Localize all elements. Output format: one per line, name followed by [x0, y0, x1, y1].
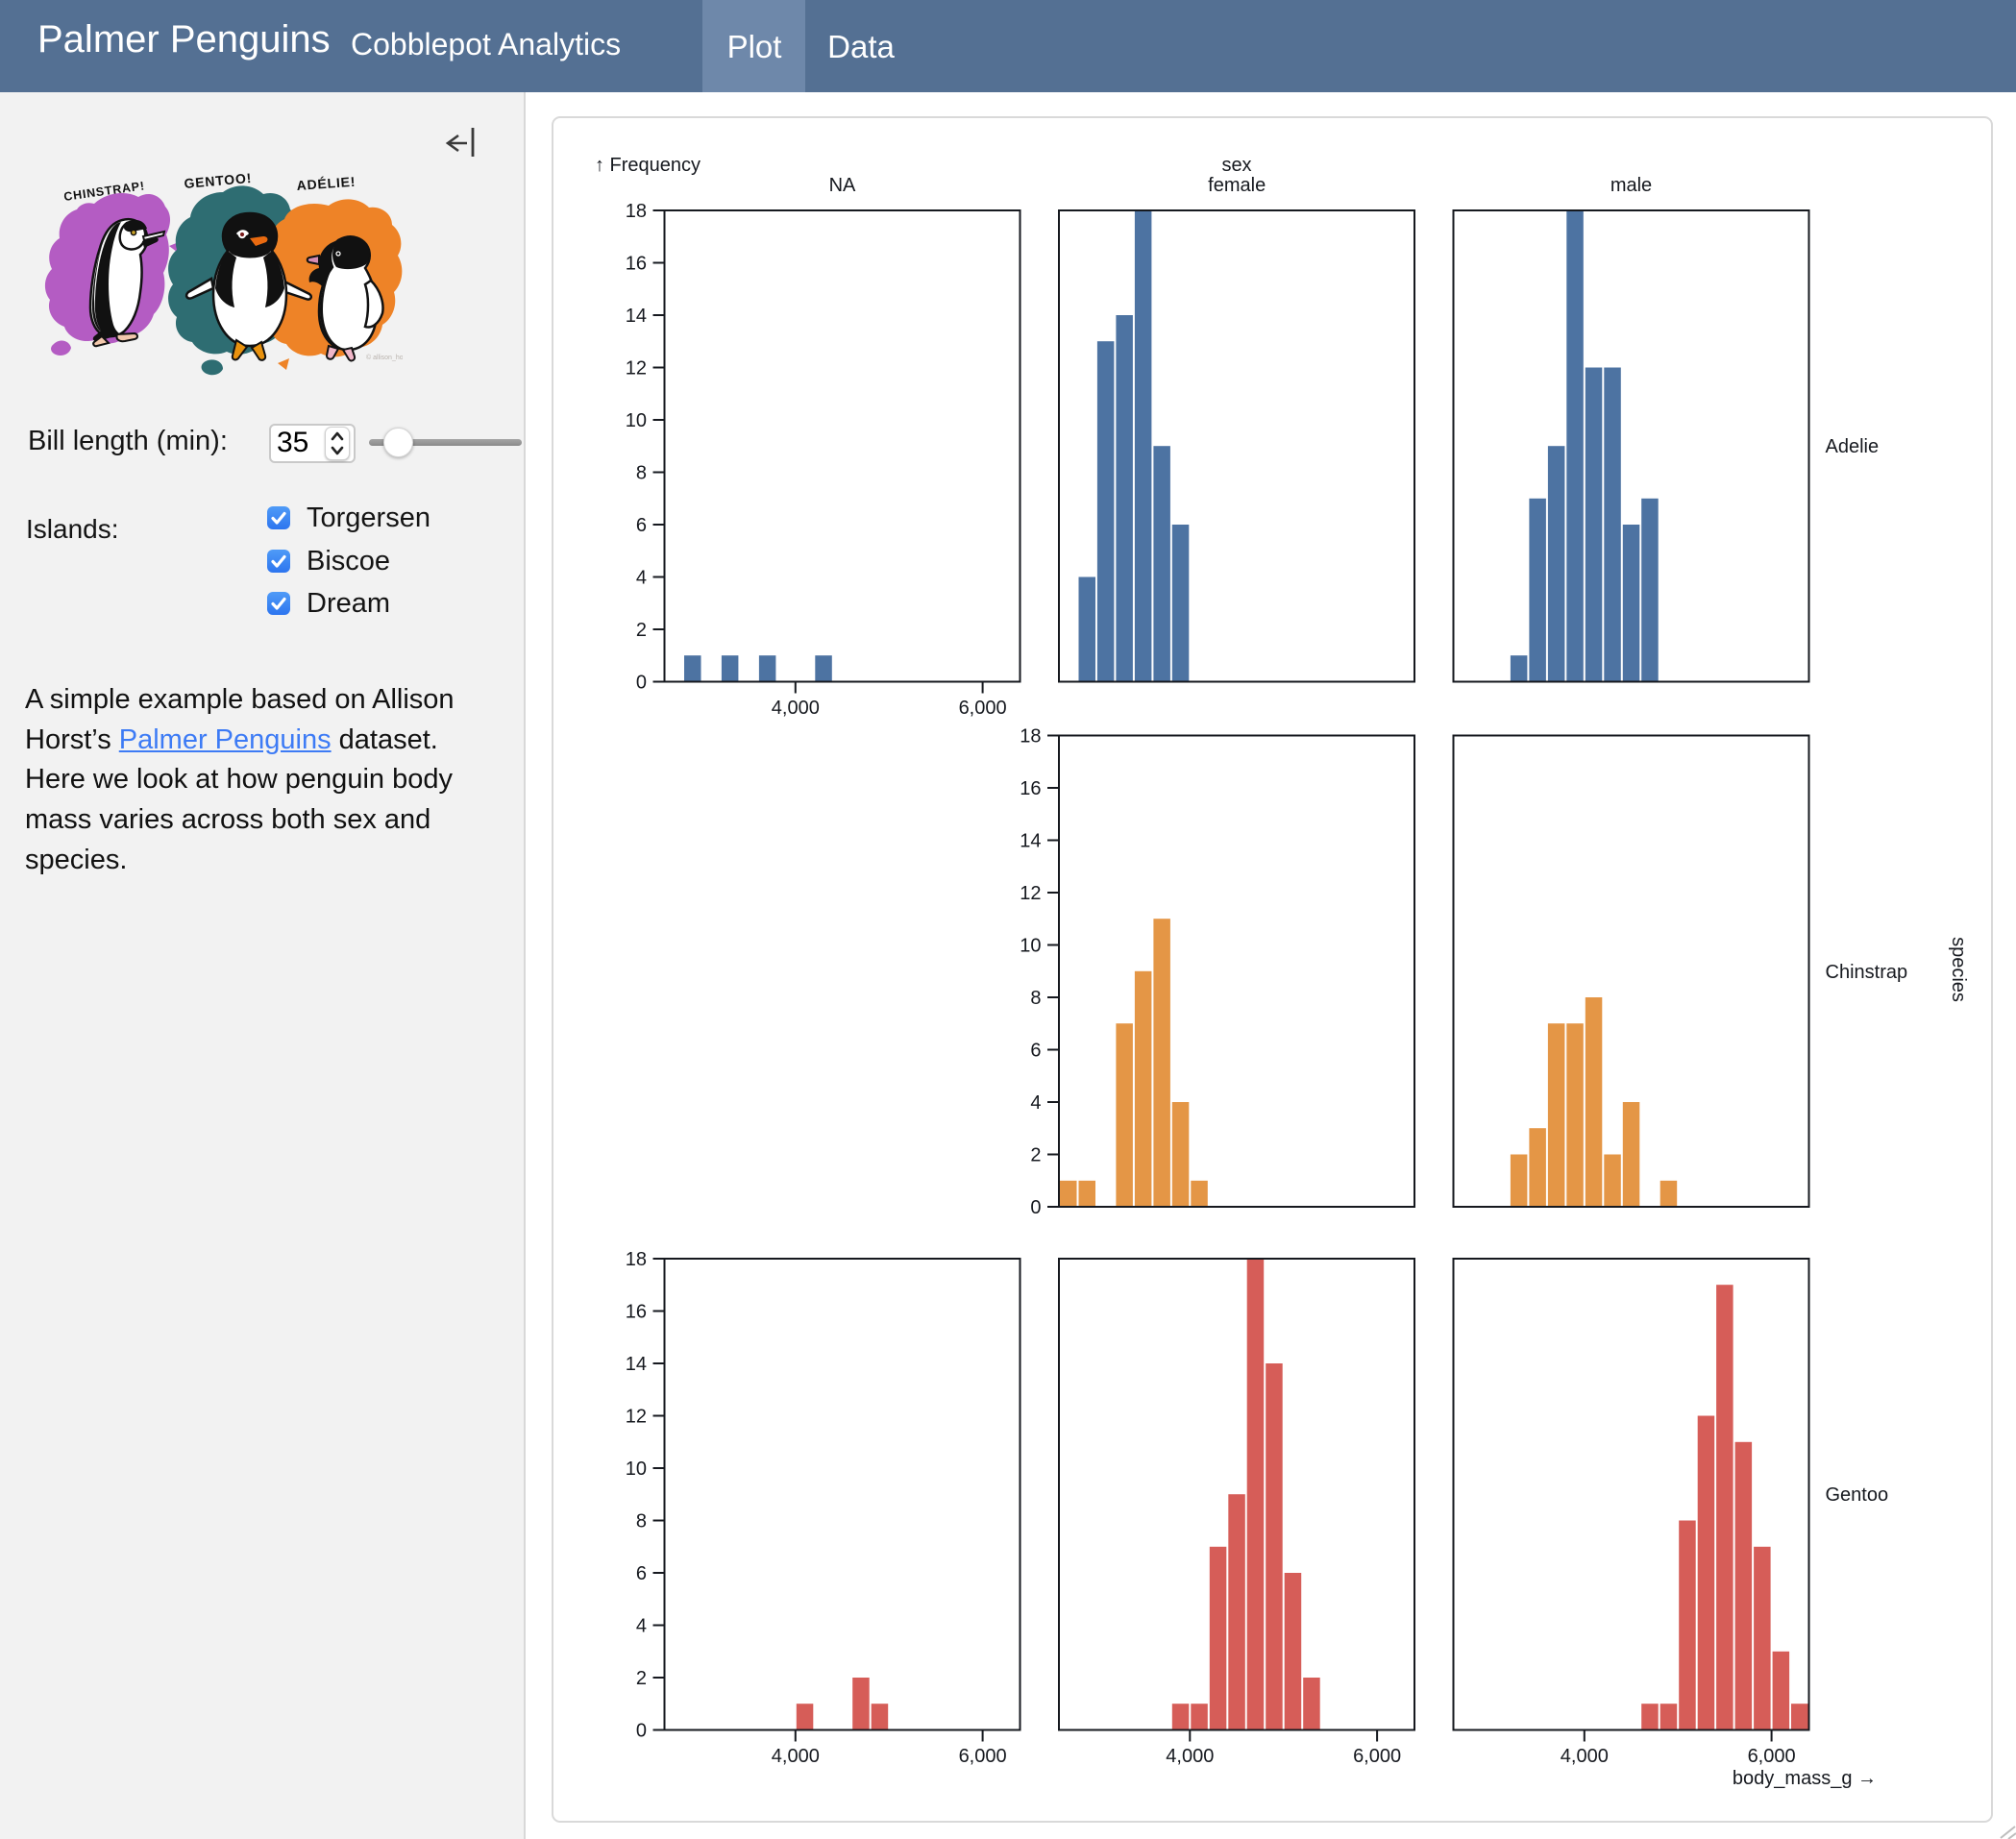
svg-text:4,000: 4,000: [772, 1746, 820, 1767]
svg-text:6,000: 6,000: [1353, 1746, 1401, 1767]
svg-text:14: 14: [626, 306, 647, 327]
svg-text:2: 2: [636, 620, 647, 641]
svg-text:Adelie: Adelie: [1826, 436, 1880, 457]
svg-text:2: 2: [636, 1668, 647, 1689]
svg-text:female: female: [1208, 175, 1266, 196]
svg-text:12: 12: [1020, 883, 1041, 904]
svg-text:4: 4: [636, 568, 647, 589]
svg-text:8: 8: [636, 1511, 647, 1532]
svg-text:6: 6: [1030, 1041, 1041, 1062]
svg-text:16: 16: [1020, 778, 1041, 799]
svg-text:4,000: 4,000: [1166, 1746, 1214, 1767]
svg-text:8: 8: [1030, 988, 1041, 1009]
svg-text:6: 6: [636, 1563, 647, 1584]
svg-text:18: 18: [1020, 726, 1041, 748]
svg-text:0: 0: [1030, 1197, 1041, 1218]
svg-text:4: 4: [1030, 1092, 1041, 1114]
svg-text:© allison_horst: © allison_horst: [366, 354, 403, 361]
svg-text:6,000: 6,000: [959, 1746, 1007, 1767]
svg-text:10: 10: [626, 1459, 647, 1480]
svg-text:body_mass_g →: body_mass_g →: [1733, 1768, 1877, 1789]
svg-text:0: 0: [636, 673, 647, 694]
svg-text:NA: NA: [829, 175, 856, 196]
svg-text:6: 6: [636, 515, 647, 536]
svg-text:2: 2: [1030, 1145, 1041, 1166]
svg-text:0: 0: [636, 1721, 647, 1742]
svg-text:8: 8: [636, 463, 647, 484]
svg-text:16: 16: [626, 1302, 647, 1323]
svg-text:sex: sex: [1221, 155, 1251, 176]
svg-text:4,000: 4,000: [1561, 1746, 1609, 1767]
svg-text:10: 10: [626, 410, 647, 431]
svg-text:Gentoo: Gentoo: [1826, 1484, 1889, 1506]
svg-text:12: 12: [626, 358, 647, 380]
svg-text:4: 4: [636, 1616, 647, 1637]
svg-text:4,000: 4,000: [772, 698, 820, 719]
svg-text:male: male: [1610, 175, 1652, 196]
svg-text:18: 18: [626, 1249, 647, 1270]
svg-text:18: 18: [626, 201, 647, 222]
svg-text:GENTOO!: GENTOO!: [184, 170, 253, 191]
svg-text:species: species: [1948, 937, 1969, 1002]
svg-text:Chinstrap: Chinstrap: [1826, 962, 1908, 983]
svg-text:6,000: 6,000: [1748, 1746, 1796, 1767]
svg-text:14: 14: [626, 1354, 647, 1375]
svg-text:↑ Frequency: ↑ Frequency: [595, 155, 701, 176]
svg-text:14: 14: [1020, 831, 1041, 852]
svg-text:16: 16: [626, 254, 647, 275]
svg-text:12: 12: [626, 1407, 647, 1428]
svg-text:10: 10: [1020, 936, 1041, 957]
svg-text:6,000: 6,000: [959, 698, 1007, 719]
svg-text:ADÉLIE!: ADÉLIE!: [296, 174, 356, 193]
